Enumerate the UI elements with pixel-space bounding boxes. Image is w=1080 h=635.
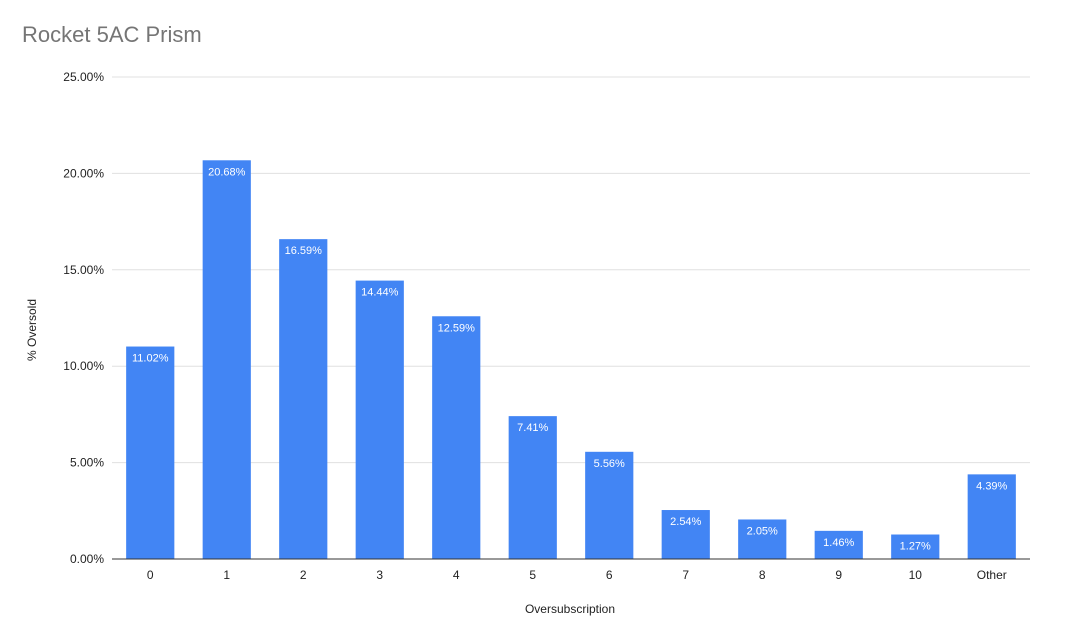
x-tick-label: 8 [759,568,766,582]
y-axis-title: % Oversold [25,299,39,361]
x-tick-label: 1 [223,568,230,582]
bars [126,160,1016,559]
x-tick-label: 7 [682,568,689,582]
x-tick-label: 0 [147,568,154,582]
chart-title: Rocket 5AC Prism [22,22,202,47]
bar-7 [661,510,710,559]
x-axis-title: Oversubscription [525,602,615,616]
bar-0 [126,346,175,559]
data-label: 12.59% [438,322,476,334]
data-label: 7.41% [517,422,548,434]
data-label: 14.44% [361,287,399,299]
data-label: 16.59% [285,245,323,257]
x-tick-label: 5 [529,568,536,582]
data-label: 11.02% [132,353,169,365]
y-tick-label: 10.00% [63,359,104,373]
data-label: 2.54% [670,516,701,528]
y-tick-label: 20.00% [63,166,104,180]
y-tick-label: 15.00% [63,263,104,277]
x-tick-label: 3 [376,568,383,582]
x-tick-label: 6 [606,568,613,582]
gridlines [112,76,1030,464]
x-tick-label: 4 [453,568,460,582]
bar-5 [508,416,557,559]
y-tick-label: 0.00% [70,552,104,566]
x-axis-ticks: 0 1 2 3 4 5 6 7 8 9 10 Other [147,568,1007,582]
bar-9 [814,530,863,559]
data-label: 1.46% [823,537,854,549]
x-tick-label: 2 [300,568,307,582]
bar-8 [738,519,787,559]
bar-1 [202,160,251,559]
data-labels: 11.02% 20.68% 16.59% 14.44% 12.59% 7.41% 5.56%… [132,166,1008,552]
x-tick-label: 9 [835,568,842,582]
bar-3 [355,280,404,559]
bar-other [967,474,1016,559]
y-tick-label: 25.00% [63,70,104,84]
y-tick-label: 5.00% [70,456,104,470]
data-label: 1.27% [900,541,931,553]
bar-4 [432,316,481,559]
bar-2 [279,239,328,559]
data-label: 5.56% [594,458,625,470]
bar-10 [891,534,940,559]
y-axis-ticks: 0.00% 5.00% 10.00% 15.00% 20.00% 25.00% [63,70,104,566]
data-label: 2.05% [747,525,778,537]
bar-6 [585,451,634,559]
data-label: 20.68% [208,166,246,178]
x-tick-label: Other [977,568,1007,582]
data-label: 4.39% [976,480,1007,492]
x-tick-label: 10 [909,568,923,582]
